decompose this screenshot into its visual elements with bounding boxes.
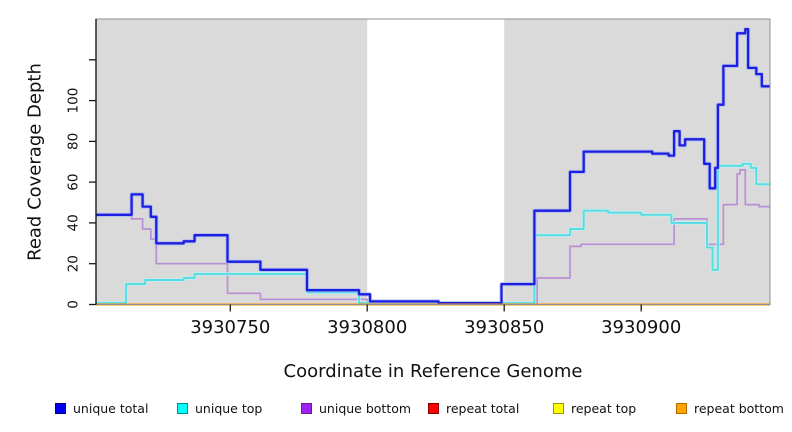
- x-tick-label: 3930800: [327, 317, 407, 338]
- series-unique-total: [96, 28, 770, 305]
- y-tick-label: 100: [66, 88, 82, 114]
- legend-item-unique-total: unique total: [55, 399, 148, 417]
- legend-item-unique-top: unique top: [177, 399, 262, 417]
- y-tick-label: 40: [66, 214, 82, 231]
- legend-label: unique top: [195, 400, 263, 416]
- legend-swatch-repeat-bottom: [676, 402, 687, 414]
- legend-label: repeat total: [446, 400, 520, 416]
- y-tick-label: 60: [66, 174, 82, 191]
- legend-label: unique bottom: [319, 400, 412, 416]
- legend-item-repeat-bottom: repeat bottom: [676, 399, 784, 417]
- y-tick-label: 80: [66, 133, 82, 150]
- legend-swatch-unique-total: [55, 402, 66, 414]
- legend-label: unique total: [73, 400, 149, 416]
- gap-band: [367, 19, 505, 305]
- x-tick-label: 3930750: [190, 317, 270, 338]
- y-tick-label: 20: [66, 255, 82, 272]
- legend-item-unique-bottom: unique bottom: [301, 399, 411, 417]
- legend-swatch-repeat-top: [553, 402, 564, 414]
- legend-swatch-unique-top: [177, 402, 188, 414]
- legend-item-repeat-top: repeat top: [553, 399, 636, 417]
- series-unique-top: [96, 162, 770, 305]
- legend: unique total unique top unique bottom repea…: [0, 399, 792, 419]
- y-axis-title: Read Coverage Depth: [24, 63, 46, 261]
- y-tick-label: 0: [66, 300, 82, 309]
- x-tick-label: 3930850: [464, 317, 544, 338]
- legend-item-repeat-total: repeat total: [428, 399, 519, 417]
- series-unique-bottom: [96, 169, 770, 305]
- legend-swatch-repeat-total: [428, 402, 439, 414]
- legend-label: repeat bottom: [694, 400, 784, 416]
- x-tick-label: 3930900: [601, 317, 681, 338]
- x-axis-title: Coordinate in Reference Genome: [283, 361, 583, 382]
- legend-swatch-unique-bottom: [301, 402, 312, 414]
- legend-label: repeat top: [571, 400, 637, 416]
